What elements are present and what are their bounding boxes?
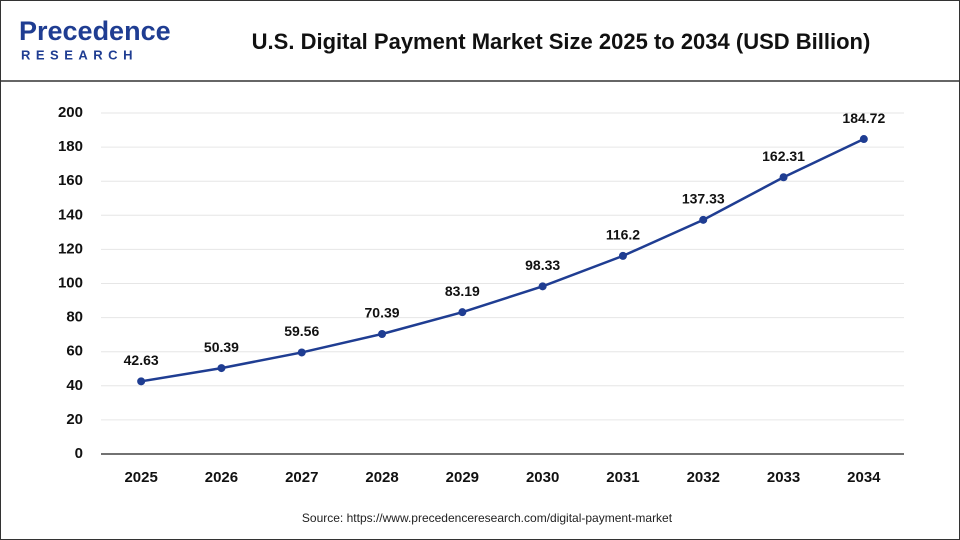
y-tick-label: 200 [58, 104, 83, 121]
y-tick-label: 120 [58, 240, 83, 257]
x-tick-label: 2026 [205, 469, 238, 486]
logo-tagline: RESEARCH [21, 47, 138, 62]
value-label: 137.33 [682, 191, 725, 207]
logo-name: Precedence [19, 16, 171, 46]
value-label: 98.33 [525, 257, 560, 273]
x-tick-label: 2031 [606, 469, 639, 486]
x-tick-label: 2027 [285, 469, 318, 486]
source: Source: https://www.precedenceresearch.c… [302, 511, 673, 525]
y-tick-label: 60 [66, 343, 83, 360]
point [618, 251, 627, 260]
x-tick-label: 2028 [365, 469, 398, 486]
y-tick-label: 160 [58, 172, 83, 189]
point [217, 364, 226, 373]
value-label: 50.39 [204, 339, 239, 355]
x-tick-label: 2032 [687, 469, 720, 486]
y-tick-label: 40 [66, 377, 83, 394]
value-label: 162.31 [762, 148, 805, 164]
point [859, 135, 868, 144]
x-tick-label: 2033 [767, 469, 800, 486]
y-tick-label: 140 [58, 206, 83, 223]
y-tick-label: 100 [58, 274, 83, 291]
value-label: 184.72 [842, 110, 885, 126]
line [140, 137, 865, 383]
y-tick-label: 80 [66, 309, 83, 326]
x-tick-label: 2029 [446, 469, 479, 486]
value-label: 83.19 [445, 283, 480, 299]
x-tick-label: 2025 [124, 469, 157, 486]
point [297, 348, 306, 357]
point [137, 377, 146, 386]
point [538, 282, 547, 291]
chart-title: U.S. Digital Payment Market Size 2025 to… [252, 29, 871, 54]
y-tick-label: 180 [58, 138, 83, 155]
value-label: 70.39 [365, 305, 400, 321]
point [378, 329, 387, 338]
x-tick-label: 2030 [526, 469, 559, 486]
point [699, 215, 708, 224]
y-tick-label: 20 [66, 411, 83, 428]
y-tick-label: 0 [75, 445, 83, 462]
value-label: 59.56 [284, 323, 319, 339]
point [458, 308, 467, 317]
x-tick-label: 2034 [847, 469, 881, 486]
point [779, 173, 788, 182]
value-label: 42.63 [124, 352, 159, 368]
value-label: 116.2 [606, 227, 640, 243]
